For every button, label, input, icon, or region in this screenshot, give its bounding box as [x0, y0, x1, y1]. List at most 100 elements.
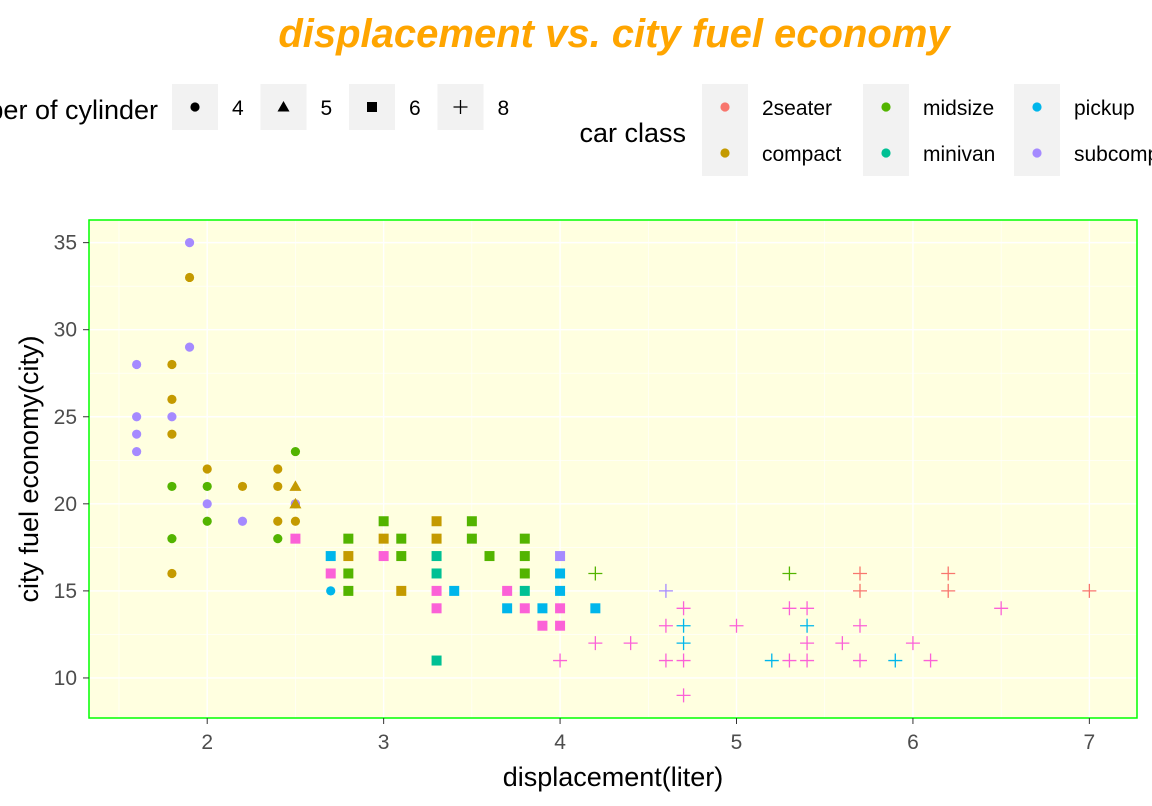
legend-cylinders-title: number of cylinder [0, 95, 158, 125]
point-midsize [343, 585, 354, 596]
legend-square-icon [367, 102, 377, 112]
data-points [132, 238, 1097, 703]
point-2seater [853, 583, 868, 598]
x-tick-label: 6 [907, 731, 919, 754]
point-suv [994, 601, 1009, 616]
legend-dot-icon [720, 102, 730, 112]
legend-car-class: car class 2seater compact midsize minivan pic… [579, 84, 1152, 176]
legend-cylinders: number of cylinder 4 5 6 8 [0, 84, 509, 130]
point-midsize [588, 566, 603, 581]
legend-circle-icon [190, 102, 200, 112]
point-suv [729, 618, 744, 633]
point-subcompact [658, 583, 673, 598]
point-midsize [343, 533, 354, 544]
point-compact [378, 533, 389, 544]
point-midsize [396, 551, 407, 562]
point-subcompact [132, 359, 142, 370]
point-minivan [431, 568, 442, 579]
point-midsize [202, 516, 212, 526]
point-midsize [273, 534, 283, 544]
point-suv [676, 601, 691, 616]
point-midsize [519, 533, 530, 544]
point-pickup [449, 585, 460, 596]
point-minivan [519, 585, 530, 596]
x-tick-label: 7 [1084, 731, 1096, 754]
y-tick-label: 20 [54, 493, 77, 516]
legend-dot-icon [1032, 102, 1042, 112]
legend-car-class-title: car class [579, 118, 686, 148]
legend-dot-icon [1032, 148, 1042, 158]
point-compact [167, 394, 177, 404]
point-subcompact [132, 412, 142, 422]
point-minivan [431, 551, 442, 562]
x-tick-label: 5 [731, 731, 743, 754]
point-midsize [396, 533, 407, 544]
legend-cylinders-label: 6 [409, 97, 421, 120]
point-compact [273, 516, 283, 526]
legend-car-class-label: midsize [923, 97, 994, 120]
legend-cylinders-label: 5 [321, 97, 333, 120]
point-2seater [1082, 583, 1097, 598]
point-suv [835, 636, 850, 651]
x-tick-label: 3 [378, 731, 390, 754]
point-suv [676, 688, 691, 703]
y-tick-label: 30 [54, 319, 77, 342]
chart-title: displacement vs. city fuel economy [278, 12, 951, 56]
legend-car-class-label: subcompact [1074, 143, 1152, 166]
point-suv [658, 618, 673, 633]
point-midsize [466, 533, 477, 544]
point-suv [658, 653, 673, 668]
point-minivan [431, 655, 442, 666]
point-pickup [555, 585, 566, 596]
point-midsize [202, 481, 212, 492]
y-tick-label: 35 [54, 232, 77, 255]
point-compact [167, 359, 177, 370]
point-suv [905, 636, 920, 651]
legend-plus-icon [453, 100, 468, 114]
point-suv [588, 636, 603, 651]
point-pickup [537, 603, 548, 614]
point-suv [800, 601, 815, 616]
y-tick-label: 10 [54, 667, 77, 690]
point-compact [289, 480, 302, 491]
point-compact [289, 497, 302, 509]
point-pickup [555, 568, 566, 579]
point-compact [184, 272, 195, 283]
point-suv [431, 585, 442, 596]
legend-car-class-label: minivan [923, 143, 995, 166]
legend-dot-icon [720, 148, 730, 158]
legend-car-class-label: pickup [1074, 97, 1135, 120]
y-axis: 10 15 20 25 30 35 [54, 232, 89, 690]
point-subcompact [555, 551, 566, 562]
grid-lines [89, 220, 1137, 718]
point-suv [800, 636, 815, 651]
point-pickup [502, 603, 513, 614]
point-suv [555, 620, 566, 631]
point-compact [237, 481, 248, 492]
point-2seater [853, 566, 868, 581]
point-suv [325, 568, 336, 579]
point-subcompact [237, 516, 248, 526]
x-tick-label: 4 [554, 731, 566, 754]
point-suv [853, 618, 868, 633]
point-compact [273, 481, 283, 492]
point-pickup [590, 603, 601, 614]
point-2seater [941, 583, 956, 598]
point-suv [853, 653, 868, 668]
point-suv [502, 585, 513, 596]
plot-panel [89, 220, 1137, 718]
point-suv [290, 533, 301, 544]
point-pickup [888, 653, 903, 668]
point-subcompact [132, 446, 142, 457]
point-midsize [782, 566, 797, 581]
point-compact [431, 533, 442, 544]
point-midsize [519, 568, 530, 579]
panel-border [88, 219, 1138, 719]
point-subcompact [184, 342, 195, 352]
point-midsize [519, 551, 530, 562]
point-pickup [676, 636, 691, 651]
point-pickup [326, 586, 336, 596]
legend-car-class-label: compact [762, 143, 842, 166]
point-midsize [167, 534, 177, 544]
